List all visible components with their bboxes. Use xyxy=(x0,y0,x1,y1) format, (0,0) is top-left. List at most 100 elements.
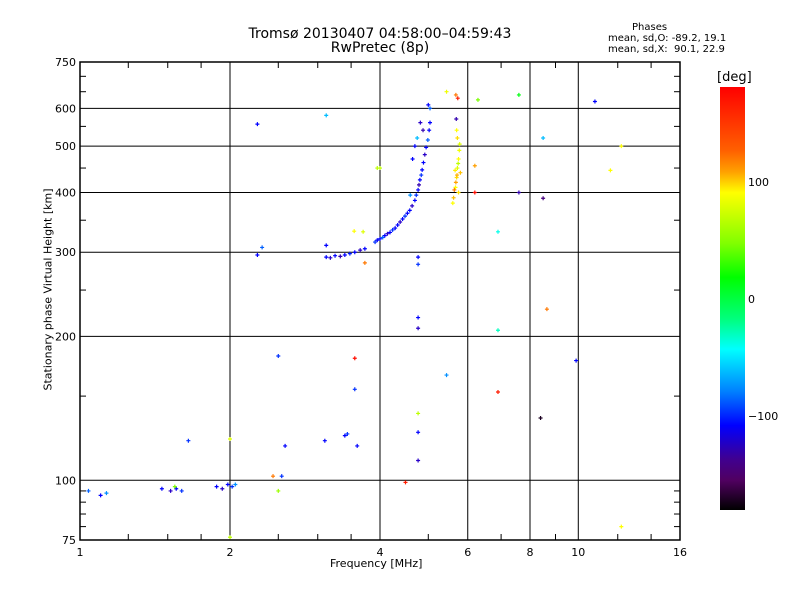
stats-heading: Phases xyxy=(632,22,668,33)
colorbar-tick-100: 100 xyxy=(748,176,769,189)
echo-point xyxy=(358,248,363,253)
echo-point xyxy=(456,161,461,166)
echo-point xyxy=(475,97,480,102)
echo-point xyxy=(444,373,449,378)
echo-point xyxy=(416,262,421,267)
echo-point xyxy=(378,236,382,241)
echo-point xyxy=(220,486,225,491)
echo-point xyxy=(472,190,477,195)
echo-point xyxy=(456,157,461,162)
echo-point xyxy=(388,230,393,235)
echo-point xyxy=(444,89,449,94)
echo-point xyxy=(98,493,103,498)
echo-point xyxy=(276,488,281,493)
echo-point xyxy=(342,253,347,258)
echo-point xyxy=(427,128,432,133)
phase-colorbar xyxy=(720,87,745,510)
echo-point xyxy=(378,166,382,171)
echo-point xyxy=(416,315,421,320)
x-tick-label: 2 xyxy=(227,546,234,559)
echo-point xyxy=(416,430,421,435)
chart-title: Tromsø 20130407 04:58:00–04:59:43 xyxy=(248,26,512,42)
echo-point xyxy=(338,254,343,259)
echo-point xyxy=(457,142,462,147)
echo-point xyxy=(403,214,408,219)
echo-point xyxy=(230,484,235,489)
echo-point xyxy=(454,116,459,121)
echo-point xyxy=(355,443,360,448)
echo-point xyxy=(174,486,179,491)
echo-point xyxy=(410,203,415,208)
echo-point xyxy=(362,260,367,265)
echo-point xyxy=(403,480,408,485)
echo-point xyxy=(495,229,500,234)
echo-point xyxy=(260,245,265,250)
echo-point xyxy=(421,160,426,165)
colorbar-tick-minus100: −100 xyxy=(748,410,779,423)
echo-point xyxy=(416,255,421,260)
stats-o-mode: mean, sd,O: -89.2, 19.1 xyxy=(608,33,727,44)
echo-point xyxy=(419,173,424,178)
stats-x-mode: mean, sd,X: 90.1, 22.9 xyxy=(608,44,725,55)
echo-point xyxy=(455,173,460,178)
x-tick-label: 4 xyxy=(377,546,384,559)
echo-point xyxy=(458,170,463,175)
echo-point xyxy=(416,326,421,331)
echo-point xyxy=(574,358,579,363)
echo-point xyxy=(455,136,460,141)
y-tick-label: 600 xyxy=(55,102,76,115)
echo-point xyxy=(352,387,357,392)
chart-subtitle: RwPretec (8p) xyxy=(330,40,430,56)
echo-point xyxy=(279,474,284,479)
echo-point xyxy=(516,190,521,195)
y-tick-label: 200 xyxy=(55,330,76,343)
echo-point xyxy=(455,166,460,171)
echo-point xyxy=(225,482,230,487)
echo-point xyxy=(352,356,357,361)
echo-point xyxy=(179,488,184,493)
echo-point xyxy=(424,145,429,150)
echo-point xyxy=(283,443,288,448)
echo-point xyxy=(380,235,385,240)
echo-point xyxy=(418,120,423,125)
echo-point xyxy=(416,187,421,192)
echo-point xyxy=(322,438,327,443)
colorbar-tick-0: 0 xyxy=(748,293,755,306)
echo-point xyxy=(382,233,387,238)
echo-point xyxy=(619,524,624,529)
echo-point xyxy=(168,488,173,493)
echo-point xyxy=(324,113,329,118)
y-tick-label: 300 xyxy=(55,246,76,259)
echo-point xyxy=(86,488,91,493)
x-tick-label: 6 xyxy=(464,546,471,559)
echo-point xyxy=(324,255,329,260)
echo-point xyxy=(385,231,390,236)
echo-point xyxy=(398,220,403,225)
echo-point xyxy=(417,182,422,187)
echo-point xyxy=(347,251,352,256)
echo-point xyxy=(516,92,521,97)
echo-point xyxy=(412,198,417,203)
echo-point xyxy=(412,144,417,149)
echo-point xyxy=(373,240,378,245)
echo-point xyxy=(608,168,613,173)
x-tick-label: 16 xyxy=(673,546,687,559)
echo-point xyxy=(541,136,546,141)
echo-point xyxy=(451,195,456,200)
y-tick-label: 750 xyxy=(55,56,76,69)
echo-point xyxy=(544,307,549,312)
echo-point xyxy=(407,208,412,213)
echo-point xyxy=(361,229,366,234)
x-tick-label: 8 xyxy=(527,546,534,559)
echo-point xyxy=(453,168,458,173)
echo-point xyxy=(408,193,413,198)
echo-point xyxy=(457,148,462,153)
echo-point xyxy=(375,238,380,243)
echo-point xyxy=(352,250,357,255)
echo-point xyxy=(415,136,420,141)
echo-point xyxy=(495,328,500,333)
echo-point xyxy=(324,243,329,248)
echo-point xyxy=(420,167,425,172)
